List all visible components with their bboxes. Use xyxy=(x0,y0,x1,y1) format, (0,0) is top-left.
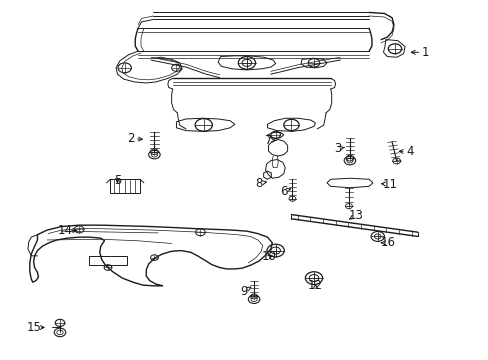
Text: 7: 7 xyxy=(264,134,272,147)
Text: 1: 1 xyxy=(421,46,428,59)
Text: 6: 6 xyxy=(280,185,287,198)
Text: 14: 14 xyxy=(57,224,72,237)
Text: 4: 4 xyxy=(405,145,413,158)
Text: 8: 8 xyxy=(255,177,262,190)
Text: 13: 13 xyxy=(347,209,363,222)
Text: 5: 5 xyxy=(114,174,121,186)
Text: 10: 10 xyxy=(262,251,276,264)
Text: 2: 2 xyxy=(126,132,134,145)
Text: 15: 15 xyxy=(27,321,42,334)
Text: 12: 12 xyxy=(307,279,322,292)
Text: 9: 9 xyxy=(240,285,248,298)
Text: 3: 3 xyxy=(334,142,341,155)
Text: 16: 16 xyxy=(380,236,395,249)
Text: 11: 11 xyxy=(383,178,397,191)
